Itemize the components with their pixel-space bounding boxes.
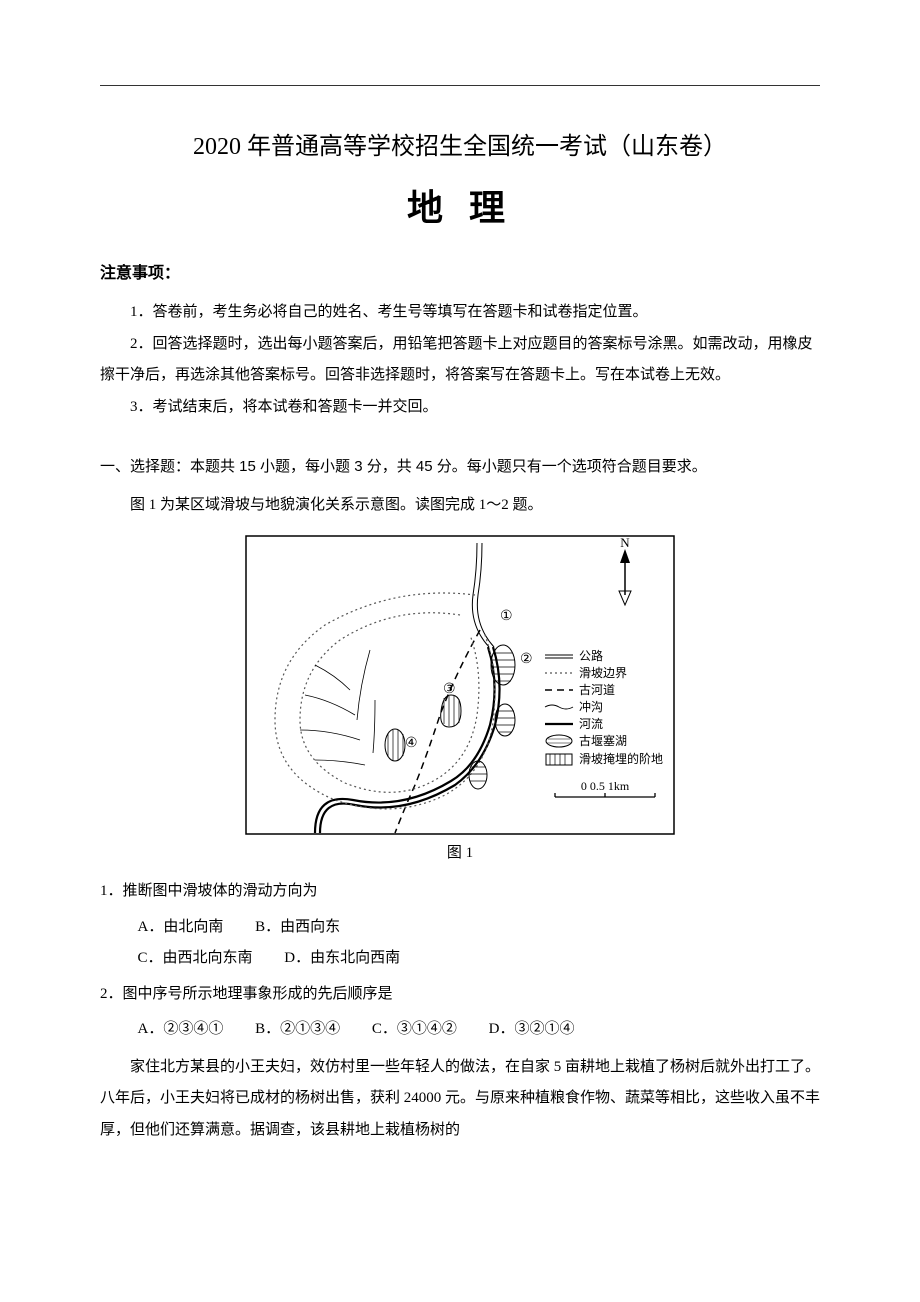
legend: 公路 滑坡边界 古河道 冲沟 河流 古堰塞湖 滑坡掩埋的阶地	[545, 648, 663, 766]
q2-choice-b: B．②①③④	[255, 1014, 340, 1046]
terrace-icon	[385, 695, 461, 761]
legend-gully: 冲沟	[579, 699, 603, 714]
section-1-intro: 图 1 为某区域滑坡与地貌演化关系示意图。读图完成 1～2 题。	[100, 490, 820, 522]
notice-header: 注意事项：	[100, 259, 820, 283]
q1-choice-d: D．由东北向西南	[284, 943, 400, 975]
exam-title: 2020 年普通高等学校招生全国统一考试（山东卷）	[100, 126, 820, 161]
q1-choices-row1: A．由北向南 B．由西向东	[100, 912, 820, 944]
map-svg: N	[245, 535, 675, 835]
exam-subject: 地 理	[100, 179, 820, 231]
marker-4: ④	[405, 736, 418, 751]
legend-river: 河流	[579, 717, 603, 731]
figure-1-caption: 图 1	[100, 841, 820, 862]
q1-stem: 1．推断图中滑坡体的滑动方向为	[100, 876, 820, 908]
exam-page: 2020 年普通高等学校招生全国统一考试（山东卷） 地 理 注意事项： 1．答卷…	[0, 0, 920, 1302]
compass-icon: N	[619, 535, 631, 605]
horizontal-rule	[100, 85, 820, 86]
notice-item-1: 1．答卷前，考生务必将自己的姓名、考生号等填写在答题卡和试卷指定位置。	[100, 297, 820, 329]
q1-choice-b: B．由西向东	[255, 912, 340, 944]
passage-2: 家住北方某县的小王夫妇，效仿村里一些年轻人的做法，在自家 5 亩耕地上栽植了杨树…	[100, 1052, 820, 1147]
figure-1: N	[100, 535, 820, 835]
q2-choice-a: A．②③④①	[138, 1014, 224, 1046]
section-1-label: 一、选择题：本题共 15 小题，每小题 3 分，共 45 分。每小题只有一个选项…	[100, 453, 820, 482]
q2-choice-c: C．③①④②	[372, 1014, 457, 1046]
q1-choices-row2: C．由西北向东南 D．由东北向西南	[100, 943, 820, 975]
notice-item-3: 3．考试结束后，将本试卷和答题卡一并交回。	[100, 392, 820, 424]
q2-choices: A．②③④① B．②①③④ C．③①④② D．③②①④	[100, 1014, 820, 1046]
legend-road: 公路	[579, 648, 603, 663]
q1-choice-a: A．由北向南	[138, 912, 224, 944]
legend-terrace: 滑坡掩埋的阶地	[579, 751, 663, 766]
scale-bar: 0 0.5 1km	[555, 779, 655, 797]
notice-item-2: 2．回答选择题时，选出每小题答案后，用铅笔把答题卡上对应题目的答案标号涂黑。如需…	[100, 329, 820, 392]
scale-values: 0 0.5 1km	[581, 779, 630, 793]
q2-stem: 2．图中序号所示地理事象形成的先后顺序是	[100, 979, 820, 1011]
legend-lake: 古堰塞湖	[579, 733, 627, 748]
q1-choice-c: C．由西北向东南	[138, 943, 253, 975]
marker-1: ①	[500, 609, 513, 624]
compass-label: N	[620, 535, 630, 550]
marker-2: ②	[520, 652, 533, 667]
legend-boundary: 滑坡边界	[579, 666, 627, 680]
legend-old-river: 古河道	[579, 682, 615, 697]
q2-choice-d: D．③②①④	[489, 1014, 575, 1046]
marker-3: ③	[443, 682, 456, 697]
